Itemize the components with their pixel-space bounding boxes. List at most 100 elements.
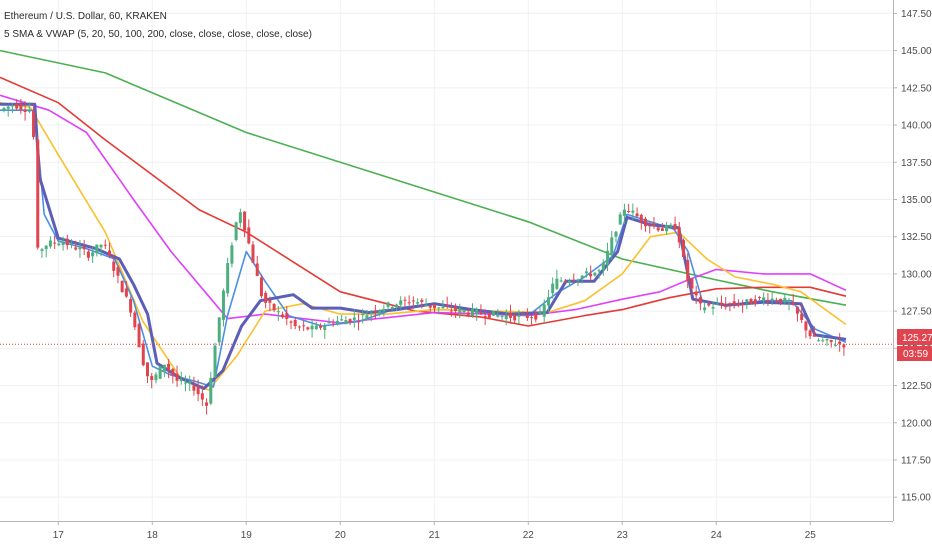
candle-body xyxy=(221,290,225,320)
candle-body xyxy=(521,313,525,315)
indicator-line-4 xyxy=(0,109,847,388)
y-tick-label: 135.00 xyxy=(901,195,932,206)
candle-body xyxy=(124,288,128,297)
candle-body xyxy=(825,339,829,341)
candle-body xyxy=(833,345,837,347)
candle-body xyxy=(479,311,483,315)
time-axis[interactable]: 17 18 19 20 21 22 23 24 25 xyxy=(53,521,817,541)
candle-body xyxy=(382,308,386,312)
candle-body xyxy=(487,312,491,318)
candle-body xyxy=(563,281,567,283)
candle-body xyxy=(508,312,512,318)
candle-body xyxy=(361,313,365,316)
candle-body xyxy=(399,300,403,305)
candle-body xyxy=(44,245,48,250)
candle-body xyxy=(285,313,289,319)
price-tag: 125.27 03:59 xyxy=(897,329,932,361)
candle-body xyxy=(644,218,648,227)
chart-title: Ethereum / U.S. Dollar, 60, KRAKEN xyxy=(4,11,167,22)
candle-body xyxy=(424,305,428,307)
candle-body xyxy=(10,105,14,107)
candle-body xyxy=(470,308,474,316)
candle-body xyxy=(757,297,761,299)
candle-body xyxy=(192,385,196,391)
candle-body xyxy=(559,280,563,282)
price-tag-value: 125.27 xyxy=(902,333,932,344)
candle-body xyxy=(99,244,103,248)
candle-body xyxy=(677,227,681,243)
candle-body xyxy=(530,317,534,319)
candle-body xyxy=(483,316,487,318)
candle-body xyxy=(306,327,310,330)
candle-body xyxy=(179,379,183,382)
candle-body xyxy=(690,278,694,289)
candle-body xyxy=(65,238,69,246)
candle-body xyxy=(745,299,749,302)
candle-body xyxy=(407,302,411,304)
candle-body xyxy=(808,330,812,337)
indicator-legend[interactable]: 5 SMA & VWAP (5, 20, 50, 100, 200, close… xyxy=(4,29,312,40)
candle-body xyxy=(791,302,795,305)
candle-body xyxy=(390,307,394,309)
y-tick-label: 117.50 xyxy=(901,455,931,466)
candle-body xyxy=(496,314,500,317)
candle-body xyxy=(606,250,610,265)
x-tick-label: 18 xyxy=(147,530,159,541)
candle-body xyxy=(639,214,643,223)
candle-body xyxy=(395,304,399,308)
candle-body xyxy=(682,240,686,258)
candle-body xyxy=(466,312,470,315)
candle-body xyxy=(817,340,821,342)
candle-body xyxy=(627,210,631,213)
x-tick-label: 24 xyxy=(711,530,723,541)
indicator-line-2 xyxy=(0,94,847,324)
candle-body xyxy=(631,210,635,213)
candle-body xyxy=(310,325,314,330)
candle-body xyxy=(357,321,361,323)
y-tick-label: 147.50 xyxy=(901,9,932,20)
candle-body xyxy=(150,375,154,380)
candle-body xyxy=(171,368,175,376)
candle-body xyxy=(580,275,584,279)
candle-body xyxy=(137,324,141,348)
x-tick-label: 25 xyxy=(805,530,817,541)
candle-body xyxy=(652,223,656,226)
candle-body xyxy=(217,317,221,343)
candle-body xyxy=(542,304,546,317)
candle-body xyxy=(513,314,517,321)
candle-body xyxy=(441,306,445,309)
candle-body xyxy=(36,139,40,248)
candle-body xyxy=(234,222,238,240)
candle-body xyxy=(19,104,23,110)
candle-body xyxy=(420,299,424,302)
countdown-value: 03:59 xyxy=(903,349,928,360)
candle-body xyxy=(120,280,124,293)
candle-body xyxy=(753,299,757,304)
candle-body xyxy=(601,262,605,270)
candle-body xyxy=(686,260,690,282)
candle-body xyxy=(525,315,529,318)
y-tick-label: 122.50 xyxy=(901,381,932,392)
candle-body xyxy=(226,263,230,294)
candle-body xyxy=(449,310,453,312)
x-tick-label: 19 xyxy=(241,530,253,541)
y-tick-label: 115.00 xyxy=(901,493,931,504)
candle-body xyxy=(593,272,597,276)
candle-body xyxy=(546,297,550,306)
candle-body xyxy=(462,310,466,313)
candle-body xyxy=(264,292,268,303)
price-axis[interactable]: 115.00117.50120.00122.50125.00127.50130.… xyxy=(893,9,932,504)
candle-body xyxy=(416,302,420,304)
candle-body xyxy=(281,314,285,318)
y-tick-label: 142.50 xyxy=(901,83,932,94)
candle-body xyxy=(167,363,171,371)
candle-body xyxy=(576,279,580,281)
candle-body xyxy=(795,306,799,314)
candle-body xyxy=(504,315,508,320)
candle-body xyxy=(783,297,787,303)
candle-body xyxy=(707,303,711,306)
candle-body xyxy=(209,377,213,404)
candle-body xyxy=(331,323,335,325)
candle-body xyxy=(800,313,804,321)
